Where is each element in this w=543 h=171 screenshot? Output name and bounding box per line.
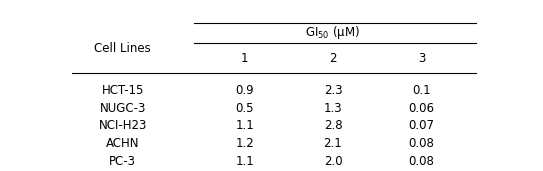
Text: 0.06: 0.06: [408, 102, 434, 115]
Text: Cell Lines: Cell Lines: [94, 42, 151, 55]
Text: 1.1: 1.1: [235, 119, 254, 132]
Text: 1.2: 1.2: [235, 137, 254, 150]
Text: 0.07: 0.07: [408, 119, 434, 132]
Text: 0.9: 0.9: [235, 84, 254, 97]
Text: 2.1: 2.1: [324, 137, 343, 150]
Text: GI$_{50}$ (μM): GI$_{50}$ (μM): [306, 24, 361, 41]
Text: NUGC-3: NUGC-3: [99, 102, 146, 115]
Text: 0.08: 0.08: [408, 155, 434, 168]
Text: 0.08: 0.08: [408, 137, 434, 150]
Text: 0.1: 0.1: [412, 84, 431, 97]
Text: HCT-15: HCT-15: [102, 84, 144, 97]
Text: NCI-H23: NCI-H23: [98, 119, 147, 132]
Text: 2.8: 2.8: [324, 119, 342, 132]
Text: 1.1: 1.1: [235, 155, 254, 168]
Text: 2.0: 2.0: [324, 155, 342, 168]
Text: ACHN: ACHN: [106, 137, 140, 150]
Text: 2: 2: [329, 51, 337, 64]
Text: 2.3: 2.3: [324, 84, 342, 97]
Text: 0.5: 0.5: [235, 102, 254, 115]
Text: 3: 3: [418, 51, 425, 64]
Text: PC-3: PC-3: [109, 155, 136, 168]
Text: 1: 1: [241, 51, 248, 64]
Text: 1.3: 1.3: [324, 102, 342, 115]
